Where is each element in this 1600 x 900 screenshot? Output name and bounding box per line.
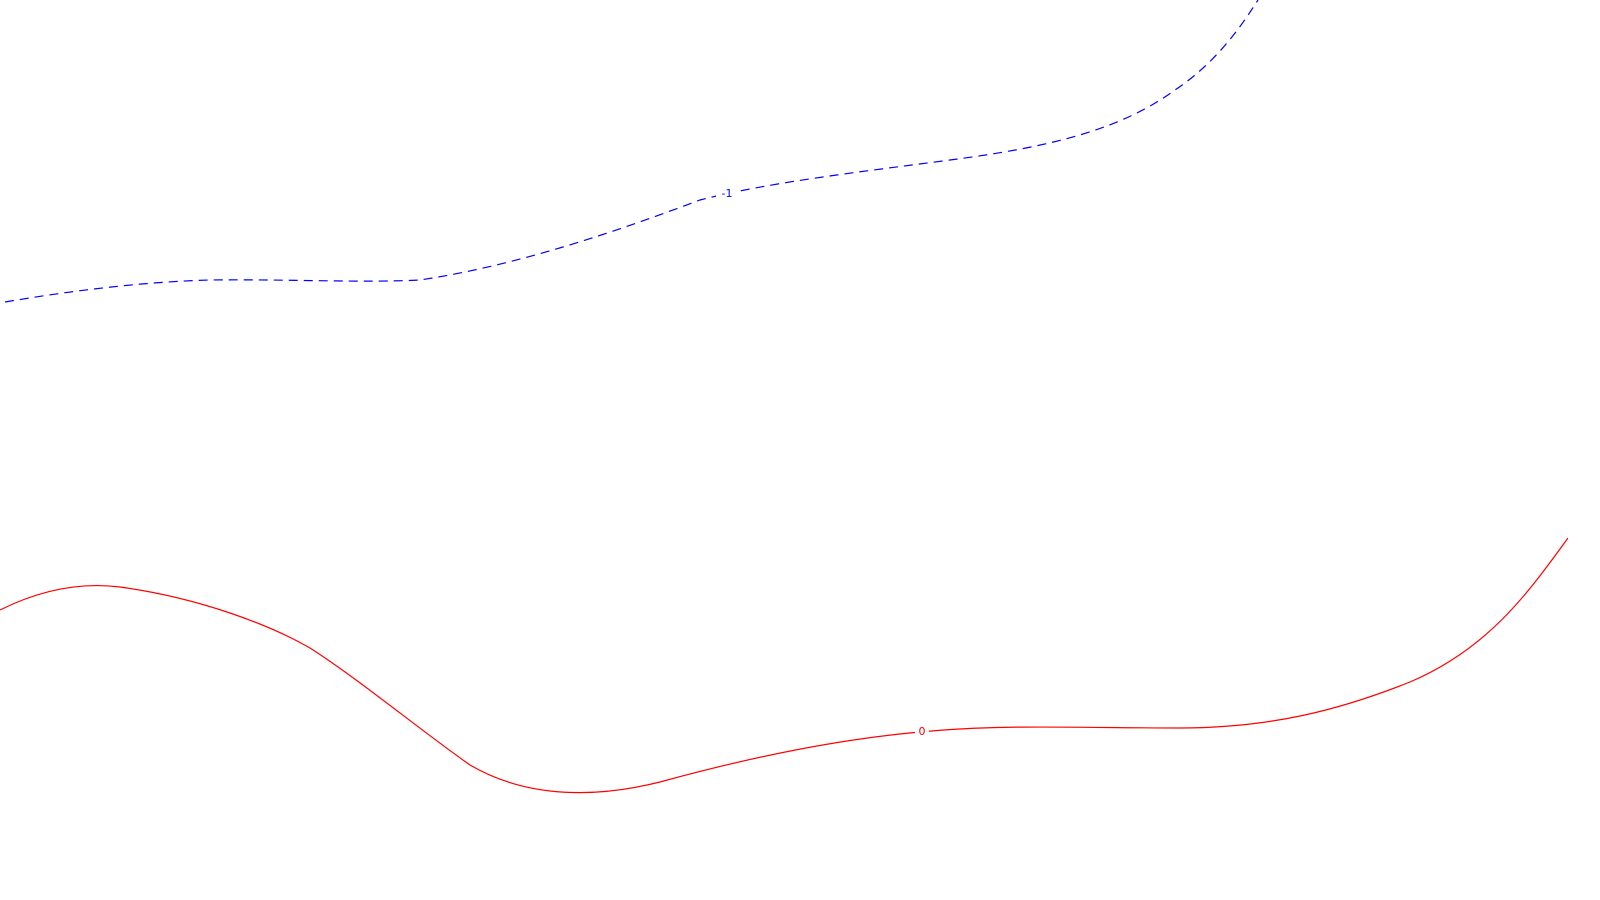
contour-plot: -1 0 bbox=[0, 0, 1568, 794]
contour-label-negative-one: -1 bbox=[722, 187, 733, 200]
contour-label-bg-zero bbox=[915, 724, 929, 738]
contour-label-zero: 0 bbox=[919, 725, 926, 738]
contour-line-zero bbox=[0, 537, 1568, 794]
contour-label-bg-negative-one bbox=[716, 186, 738, 200]
contour-line-negative-one bbox=[4, 0, 1259, 303]
